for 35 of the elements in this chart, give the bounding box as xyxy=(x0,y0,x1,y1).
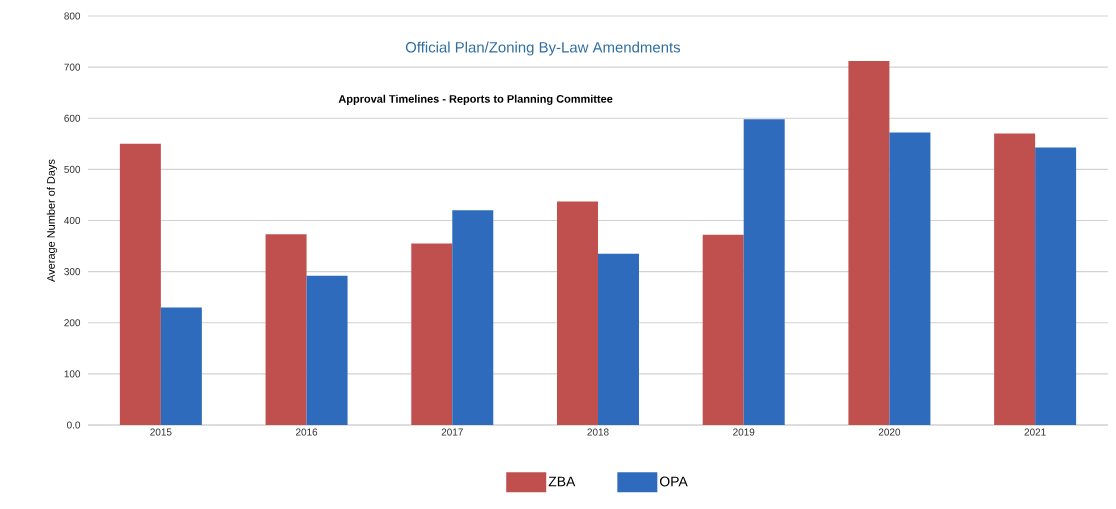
bar xyxy=(452,210,494,425)
bar xyxy=(160,307,202,425)
legend-label: ZBA xyxy=(548,476,576,487)
bar xyxy=(411,243,453,425)
bar xyxy=(597,253,639,425)
legend-label: OPA xyxy=(659,476,688,487)
bar xyxy=(306,275,348,425)
text: Official Plan/Zoning By-Law Amendments xyxy=(405,41,681,56)
y-tick-label: 300 xyxy=(64,268,81,276)
x-tick-label: 2021 xyxy=(1024,428,1046,436)
text: Approval Timelines - Reports to Planning Committee xyxy=(338,94,613,105)
bar xyxy=(994,133,1036,425)
x-tick-label: 2016 xyxy=(295,428,318,436)
x-tick-label: 2018 xyxy=(587,428,609,436)
bar xyxy=(702,234,744,425)
bar xyxy=(119,143,161,425)
y-tick-label: 600 xyxy=(64,114,81,122)
y-tick-label: 700 xyxy=(64,63,81,71)
bar xyxy=(743,119,785,425)
y-tick-label: 0.0 xyxy=(67,421,81,429)
x-tick-label: 2017 xyxy=(441,428,463,436)
bar xyxy=(889,132,931,425)
x-tick-label: 2019 xyxy=(733,428,755,436)
y-tick-label: 100 xyxy=(64,370,81,378)
bar xyxy=(265,234,307,425)
bar xyxy=(1035,147,1077,425)
y-tick-label: 500 xyxy=(64,165,81,173)
bar xyxy=(848,61,890,425)
y-axis-title: Average Number of Days xyxy=(46,159,58,282)
x-tick-label: 2015 xyxy=(150,428,172,436)
x-tick-label: 2020 xyxy=(878,428,901,436)
y-tick-label: 400 xyxy=(64,216,81,225)
y-tick-label: 800 xyxy=(64,12,81,20)
y-tick-label: 200 xyxy=(64,319,81,327)
bar xyxy=(556,201,598,425)
